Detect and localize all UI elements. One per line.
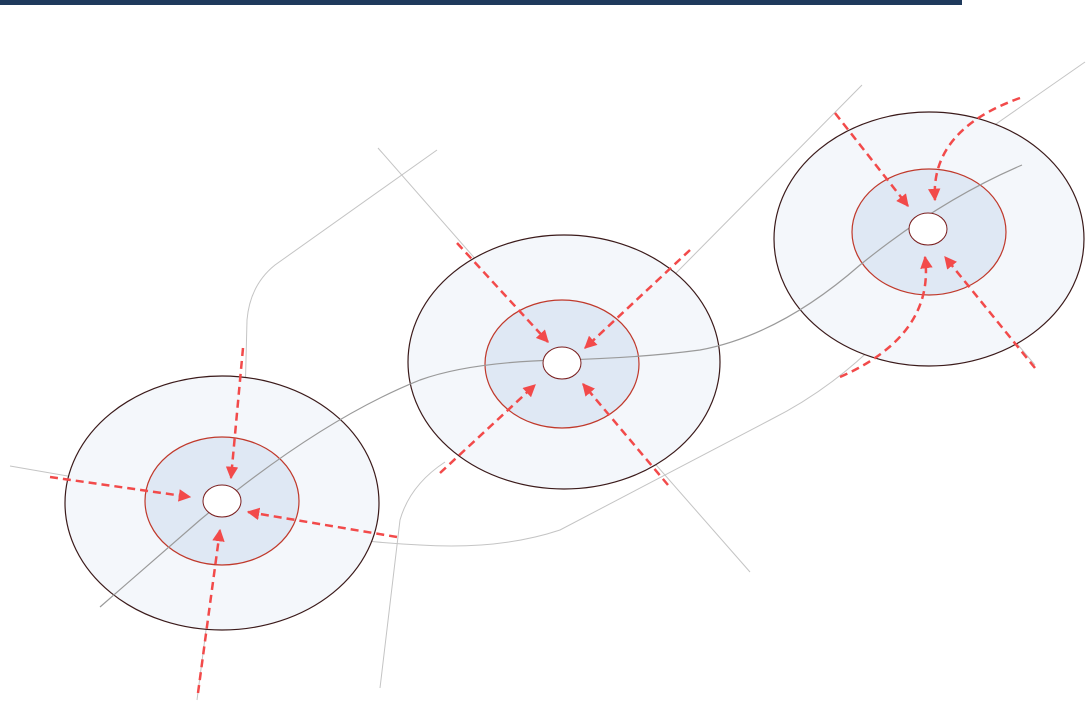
dashed-arrow-icon [944,256,1036,369]
transit-line [99,164,1023,608]
dashed-arrow-icon [456,242,549,343]
dashed-arrow-icon [584,249,691,349]
dashed-arrow-icon [196,528,225,694]
station-core-right [908,212,948,246]
dashed-arrow-icon [49,475,192,502]
station-core-middle [542,346,582,380]
dashed-arrow-icon [927,96,1021,202]
dashed-arrow-icon [582,383,669,486]
road-south [379,461,446,689]
flow-arrows [49,96,1036,694]
header-bar [0,0,962,5]
road-north-west [243,149,438,441]
dashed-arrow-icon [225,347,245,480]
station-core-left [202,484,242,518]
dashed-arrow-icon [834,112,909,207]
dashed-arrow-icon [439,384,536,474]
